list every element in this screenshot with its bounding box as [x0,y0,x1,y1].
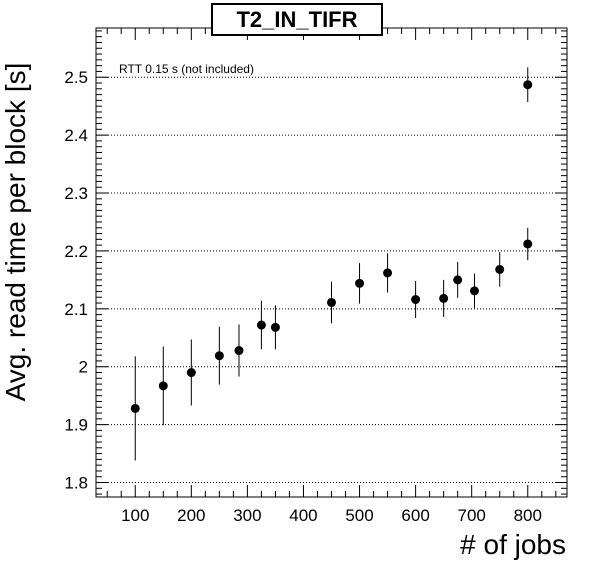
x-tick-label: 800 [514,506,542,525]
rtt-annotation: RTT 0.15 s (not included) [119,62,254,76]
y-axis-label: Avg. read time per block [s] [0,62,31,402]
data-point [158,381,168,391]
data-point [523,80,533,90]
x-tick-label: 500 [345,506,373,525]
data-point [234,346,244,356]
y-tick-label: 2.5 [64,68,88,87]
chart-title: T2_IN_TIFR [211,3,383,36]
grid-lines [96,76,567,484]
x-tick-label: 400 [289,506,317,525]
data-point [355,278,365,288]
y-tick-label: 2.2 [64,242,88,261]
x-tick-label: 700 [457,506,485,525]
data-point [327,297,336,307]
plot-frame [95,27,568,498]
x-tick-label: 200 [177,506,205,525]
data-point [495,264,505,274]
data-point [130,403,140,413]
data-point [411,295,421,305]
data-point [383,268,393,278]
data-point [214,351,224,361]
data-point [270,322,280,332]
data-point [469,286,479,296]
data-point [186,368,196,378]
data-point [453,275,463,285]
x-axis-label: # of jobs [460,529,566,560]
data-points [130,67,533,461]
axis-ticks [96,28,567,497]
y-tick-label: 1.9 [64,416,88,435]
data-point [256,320,266,330]
tick-labels: 1.8 1.9 2 2.1 2.2 2.3 2.4 2.5 100 200 300 400 500 600… [64,68,542,525]
x-tick-label: 600 [401,506,429,525]
y-tick-label: 2.4 [64,126,88,145]
data-point [439,293,449,303]
y-tick-label: 2.3 [64,184,88,203]
data-point [523,239,533,249]
x-tick-label: 100 [121,506,149,525]
y-tick-label: 2 [79,358,88,377]
y-tick-label: 2.1 [64,300,88,319]
x-tick-label: 300 [233,506,261,525]
y-tick-label: 1.8 [64,474,88,493]
